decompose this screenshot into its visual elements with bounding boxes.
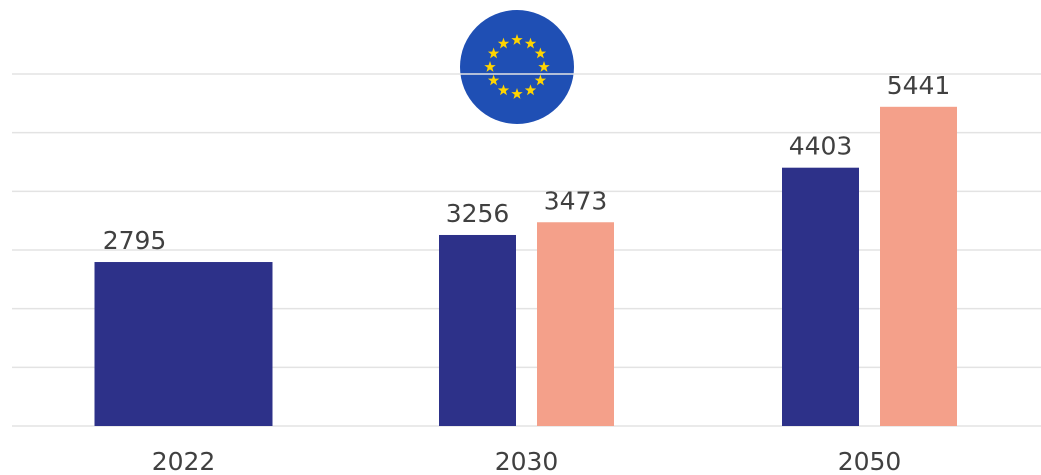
flag-star xyxy=(524,37,537,49)
flag-star xyxy=(524,84,537,96)
value-label: 2795 xyxy=(103,226,167,255)
value-label: 4403 xyxy=(789,132,853,161)
flag-star xyxy=(534,47,547,59)
bar xyxy=(537,222,614,426)
value-label: 3473 xyxy=(544,186,608,215)
flag-star xyxy=(511,88,523,99)
x-tick-label: 2022 xyxy=(152,447,216,475)
flag-star xyxy=(487,47,500,59)
flag-star xyxy=(487,74,500,86)
bar xyxy=(439,234,516,426)
value-label: 3256 xyxy=(446,199,510,228)
flag-star xyxy=(497,37,510,49)
x-tick-label: 2030 xyxy=(495,447,559,475)
flag-star xyxy=(538,61,550,72)
x-tick-label: 2050 xyxy=(838,447,902,475)
bar xyxy=(94,262,273,426)
flag-star xyxy=(511,34,523,45)
flag-star xyxy=(497,84,510,96)
value-label: 5441 xyxy=(887,71,951,100)
bar xyxy=(782,167,859,426)
flag-star xyxy=(534,74,547,86)
bar xyxy=(880,106,957,426)
flag-star xyxy=(484,61,496,72)
eu-flag-icon xyxy=(460,10,574,124)
